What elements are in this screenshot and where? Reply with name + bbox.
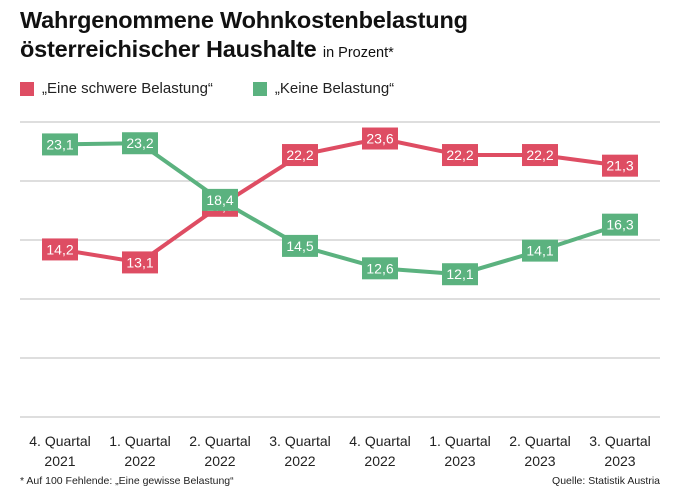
x-tick-label: 3. Quartal 2022 <box>269 433 330 469</box>
data-label: 23,6 <box>366 131 393 147</box>
x-tick-label: 3. Quartal 2023 <box>589 433 650 469</box>
x-tick-label: 2. Quartal 2022 <box>189 433 250 469</box>
title-line-2: österreichischer Haushalte in Prozent* <box>20 35 468 68</box>
data-point-box <box>122 251 158 274</box>
legend-item-schwere-belastung: „Eine schwere Belastung“ <box>20 80 213 97</box>
data-label: 23,2 <box>126 135 153 151</box>
legend-label-schwere-belastung: „Eine schwere Belastung“ <box>42 80 213 97</box>
data-point-box <box>602 213 638 236</box>
data-point-box <box>282 234 318 257</box>
chart-title: Wahrgenommene Wohnkostenbelastung österr… <box>20 6 468 68</box>
data-point-box <box>42 133 78 156</box>
data-point-box <box>362 257 398 280</box>
footnote: * Auf 100 Fehlende: „Eine gewisse Belast… <box>20 475 234 487</box>
x-tick-label: 4. Quartal 2022 <box>349 433 410 469</box>
data-point-box <box>522 144 558 167</box>
data-label: 12,6 <box>366 260 393 276</box>
data-label: 21,3 <box>606 158 633 174</box>
data-point-box <box>122 132 158 155</box>
data-label: 14,1 <box>526 243 553 259</box>
data-label: 13,1 <box>126 254 153 270</box>
title-unit-note: in Prozent* <box>322 45 394 61</box>
data-label: 23,1 <box>46 136 73 152</box>
x-tick-label: 2. Quartal 2023 <box>509 433 570 469</box>
legend: „Eine schwere Belastung“ „Keine Belastun… <box>20 80 394 97</box>
data-label: 12,1 <box>446 266 473 282</box>
data-point-box <box>442 263 478 286</box>
x-tick-label: 1. Quartal 2022 <box>109 433 170 469</box>
data-label: 14,2 <box>46 241 73 257</box>
data-point-box <box>362 127 398 150</box>
data-label: 22,2 <box>286 147 313 163</box>
x-tick-label: 1. Quartal 2023 <box>429 433 490 469</box>
data-label: 18,4 <box>206 192 233 208</box>
data-point-box <box>522 239 558 262</box>
legend-label-keine-belastung: „Keine Belastung“ <box>274 80 395 97</box>
data-label: 22,2 <box>526 147 553 163</box>
legend-item-keine-belastung: „Keine Belastung“ <box>252 80 395 97</box>
title-line-1: Wahrgenommene Wohnkostenbelastung <box>20 7 468 33</box>
legend-swatch-red <box>20 81 34 96</box>
data-label: 16,3 <box>606 217 633 233</box>
title-line-2-text: österreichischer Haushalte <box>20 36 317 62</box>
x-tick-label: 4. Quartal 2021 <box>29 433 90 469</box>
data-point-box <box>202 188 238 211</box>
data-point-box <box>42 238 78 261</box>
data-point-box <box>442 144 478 167</box>
data-point-box <box>602 154 638 177</box>
data-label: 22,2 <box>446 147 473 163</box>
data-point-box <box>282 144 318 167</box>
legend-swatch-green <box>252 81 267 96</box>
data-label: 14,5 <box>286 238 313 254</box>
source-note: Quelle: Statistik Austria <box>552 475 660 487</box>
